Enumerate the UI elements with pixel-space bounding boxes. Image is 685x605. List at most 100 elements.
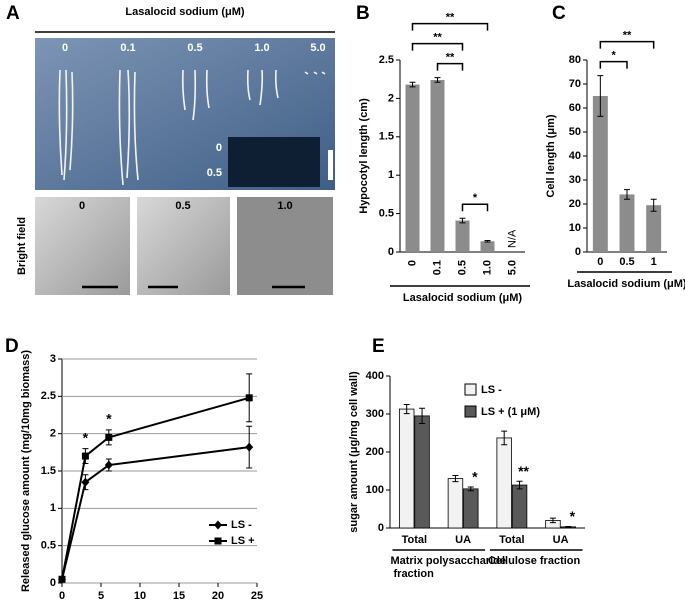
micrograph [35, 197, 130, 295]
micrograph [137, 197, 230, 295]
x-tick-label: 1.0 [481, 260, 493, 275]
error-bar-line [452, 475, 459, 483]
error-bar-line [434, 77, 441, 83]
error-bar [484, 239, 491, 243]
significance-bracket [411, 42, 464, 51]
bar [646, 205, 662, 252]
x-axis-label: Lasalocid sodium (μM) [403, 292, 523, 304]
x-tick-label: 0.5 [456, 260, 468, 275]
x-tick-label: 0 [597, 256, 603, 268]
concentration-label: 0.1 [120, 42, 135, 54]
error-bar [565, 525, 572, 528]
bar [592, 96, 608, 252]
error-bar [409, 81, 416, 88]
panel-letter: C [552, 3, 566, 24]
point [245, 394, 253, 402]
y-tick-label: 30 [569, 174, 581, 186]
x-tick-label: 20 [212, 590, 224, 600]
x-tick-label: 10 [134, 590, 146, 600]
point [245, 442, 254, 452]
x-tick-label: 0.5 [619, 256, 634, 268]
y-tick-label: 50 [569, 126, 581, 138]
significance-label: * [472, 469, 478, 485]
significance-bracket [411, 22, 489, 31]
significance-label: * [612, 50, 617, 62]
y-tick-label: 0.5 [41, 540, 56, 552]
point [81, 477, 90, 487]
y-tick-label: 2 [388, 92, 394, 104]
seedlings [58, 69, 326, 186]
bar [496, 437, 512, 529]
y-axis-label: Hypocotyl length (cm) [358, 98, 370, 214]
scale-bar [328, 150, 333, 180]
error-bar [650, 198, 657, 212]
error-bar [516, 480, 523, 490]
error-bar [501, 430, 508, 446]
legend-swatch [464, 405, 477, 418]
panel-title: Lasalocid sodium (μM) [125, 6, 245, 18]
bar [398, 408, 415, 529]
error-bar [434, 77, 441, 83]
group-label: Cellulose fraction [488, 555, 581, 567]
y-tick-label: 60 [569, 102, 581, 114]
y-tick-label: 1 [50, 502, 56, 514]
significance-bracket [436, 62, 464, 71]
y-axis-label: Cell length (μm) [545, 114, 557, 197]
group-label: Matrix polysaccharide fraction [390, 555, 506, 580]
significance-bracket [599, 60, 628, 69]
series-line [61, 446, 250, 580]
y-tick-label: 0 [378, 522, 384, 534]
bar [430, 79, 445, 252]
error-bar-line [419, 407, 426, 424]
inset-photo [228, 137, 320, 187]
concentration-label: 0.5 [187, 42, 202, 54]
panel-letter: D [5, 336, 19, 357]
bar [463, 488, 479, 529]
group-label-line: Matrix polysaccharide [390, 555, 506, 567]
point [58, 575, 66, 583]
x-tick-label: Total [499, 534, 524, 546]
error-bar [403, 404, 410, 415]
micrograph [237, 197, 333, 295]
y-axis-label: Released glucose amount (mg/10mg biomass… [20, 350, 32, 592]
error-bar [549, 517, 556, 524]
legend-label: LS - [481, 384, 502, 396]
point [81, 452, 89, 460]
significance-label: ** [446, 52, 455, 64]
y-tick-label: 1 [388, 169, 394, 181]
y-tick-label: 2.5 [41, 390, 56, 402]
significance-bracket [461, 203, 489, 212]
inset-label: 0.5 [207, 167, 222, 179]
concentration-label: 1.0 [254, 42, 269, 54]
legend-marker [214, 537, 222, 545]
significance-label: ** [446, 12, 455, 24]
error-bar [624, 189, 630, 200]
error-bar-line [484, 239, 491, 243]
y-tick-label: 0 [575, 246, 581, 258]
y-tick-label: 3 [50, 353, 56, 365]
error-bar-line [565, 525, 572, 528]
legend-swatch [464, 383, 477, 396]
bar [455, 220, 470, 252]
y-tick-label: 40 [569, 150, 581, 162]
x-tick-label: 0 [406, 260, 418, 266]
x-tick-label: 25 [251, 590, 263, 600]
micrograph-label: 1.0 [277, 200, 292, 212]
y-tick-label: 2.5 [379, 54, 394, 66]
significance-label: ** [518, 463, 529, 479]
point [105, 433, 113, 441]
error-bar-line [403, 404, 410, 415]
error-bar-line [597, 75, 604, 117]
error-bar-line [549, 517, 556, 524]
y-tick-label: 70 [569, 78, 581, 90]
legend-label: LS - [231, 519, 252, 531]
y-tick-label: 200 [366, 446, 384, 458]
x-tick-label: 5.0 [506, 260, 518, 275]
significance-label: * [83, 429, 89, 445]
bar [405, 84, 420, 253]
panel-letter: B [356, 3, 370, 24]
significance-label: ** [623, 30, 632, 42]
y-tick-label: 0 [50, 577, 56, 589]
legend-label: LS + (1 μM) [481, 406, 540, 418]
